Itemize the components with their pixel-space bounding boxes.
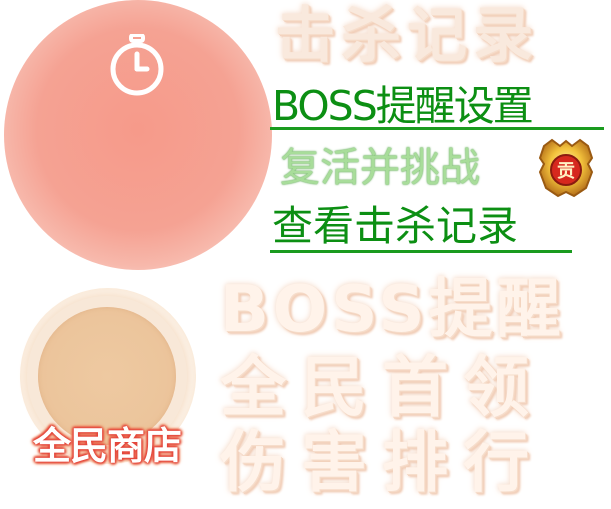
medal-icon: 贡 [538, 138, 594, 198]
shop-label[interactable]: 全民商店 [32, 424, 182, 468]
boss-reminder-settings-link[interactable]: BOSS提醒设置 [272, 82, 534, 130]
title-damage-rank: 伤害排行 [220, 424, 544, 501]
shop-orb-face [38, 307, 176, 445]
title-boss-reminder: BOSS提醒 [220, 273, 565, 347]
view-kill-record-link[interactable]: 查看击杀记录 [272, 202, 518, 250]
timer-orb-button[interactable] [4, 0, 272, 270]
title-world-leader: 全民首领 [220, 349, 544, 426]
title-kill-record: 击杀记录 [275, 1, 539, 71]
menu-divider [270, 127, 604, 130]
clock-icon [110, 34, 164, 96]
revive-and-challenge-link[interactable]: 复活并挑战 [280, 145, 480, 191]
medal-glyph: 贡 [557, 161, 575, 182]
menu-divider [270, 250, 572, 253]
